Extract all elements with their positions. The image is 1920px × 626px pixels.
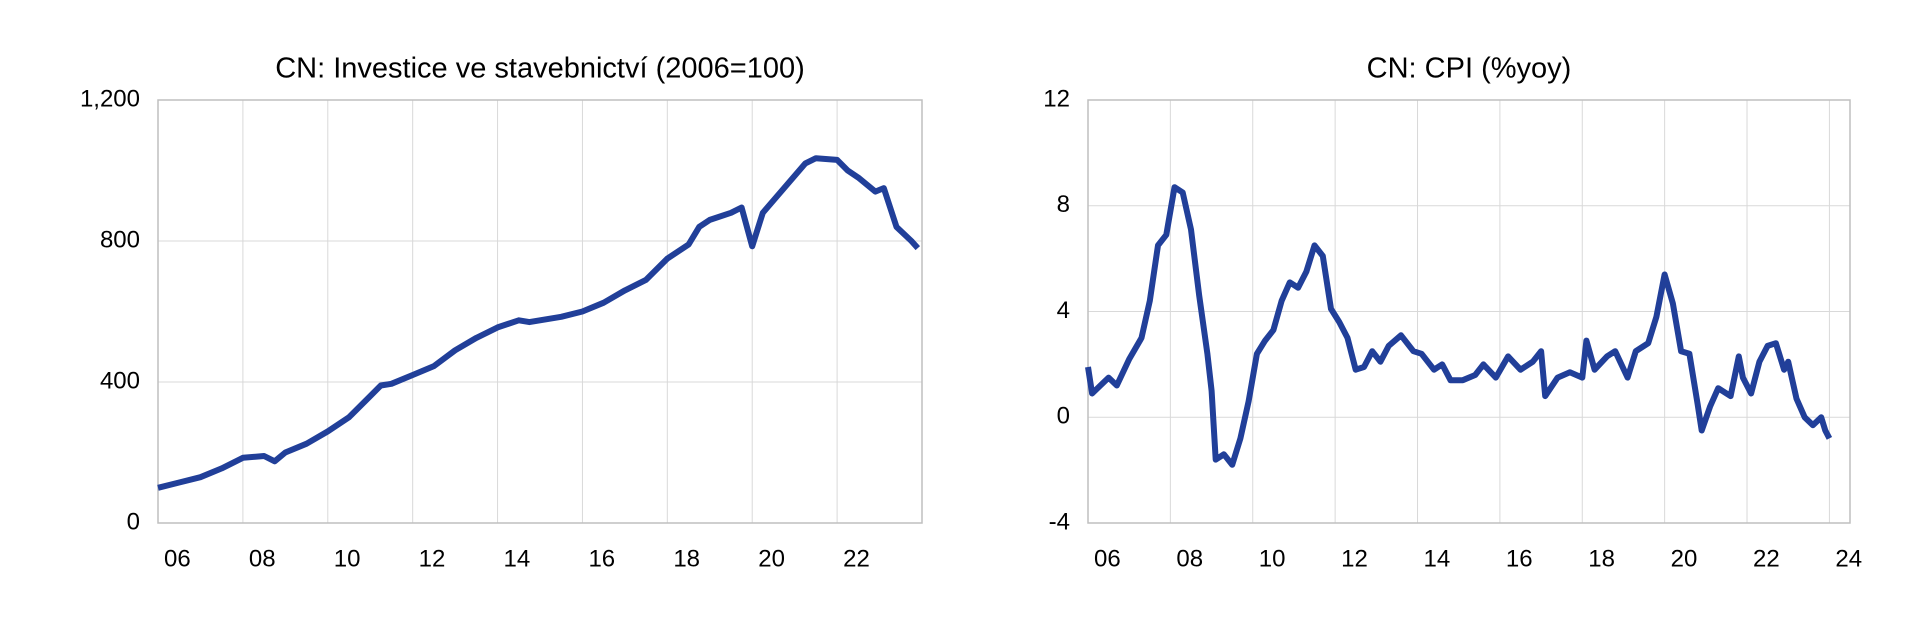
x-tick-label: 22 [843, 545, 870, 572]
x-tick-label: 18 [1588, 545, 1615, 572]
plot-frame [157, 99, 923, 524]
y-tick-label: 400 [100, 367, 140, 394]
x-tick-label: 12 [419, 545, 446, 572]
chart-title: CN: Investice ve stavebnictví (2006=100) [275, 53, 805, 85]
x-tick-label: 24 [1835, 545, 1862, 572]
x-tick-label: 18 [673, 545, 700, 572]
x-tick-label: 06 [164, 545, 191, 572]
x-tick-label: 06 [1094, 545, 1121, 572]
x-tick-label: 16 [1506, 545, 1533, 572]
x-tick-label: 14 [1424, 545, 1451, 572]
x-tick-label: 10 [1259, 545, 1286, 572]
y-tick-label: 0 [1057, 403, 1070, 430]
x-tick-label: 12 [1341, 545, 1368, 572]
data-line [1085, 184, 1833, 468]
y-tick-label: 800 [100, 226, 140, 253]
y-tick-label: 1,200 [80, 85, 140, 112]
chart-title: CN: CPI (%yoy) [1367, 53, 1572, 85]
x-tick-label: 10 [334, 545, 361, 572]
x-tick-label: 22 [1753, 545, 1780, 572]
x-tick-label: 20 [1671, 545, 1698, 572]
y-tick-label: 8 [1057, 191, 1070, 218]
x-tick-label: 14 [504, 545, 531, 572]
plot-frame [1087, 99, 1851, 524]
y-tick-label: 4 [1057, 297, 1070, 324]
x-tick-label: 08 [1176, 545, 1203, 572]
y-tick-label: -4 [1049, 508, 1070, 535]
x-tick-label: 08 [249, 545, 276, 572]
x-tick-label: 16 [588, 545, 615, 572]
y-tick-label: 12 [1043, 85, 1070, 112]
x-tick-label: 20 [758, 545, 785, 572]
y-tick-label: 0 [127, 508, 140, 535]
data-line [157, 155, 921, 491]
